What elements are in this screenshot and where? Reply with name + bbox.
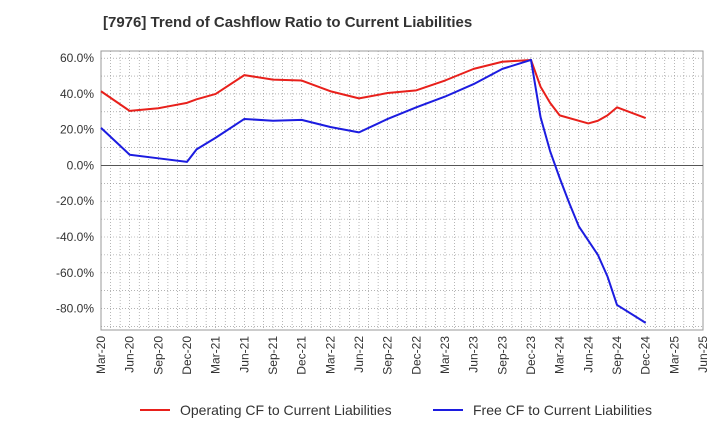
series-line-1	[100, 58, 647, 324]
x-tick-label: Dec-23	[524, 336, 538, 375]
x-tick-label: Jun-21	[237, 336, 251, 373]
x-tick-label: Sep-22	[381, 336, 395, 375]
legend-item-free-cf: Free CF to Current Liabilities	[433, 402, 652, 418]
x-tick-label: Sep-24	[610, 336, 624, 375]
y-tick-label: -60.0%	[56, 266, 94, 280]
y-tick-label: 40.0%	[60, 87, 94, 101]
x-tick-label: Mar-23	[438, 336, 452, 374]
series-line-0	[100, 58, 647, 125]
chart-title: [7976] Trend of Cashflow Ratio to Curren…	[103, 14, 473, 31]
x-tick-label: Sep-20	[151, 336, 165, 375]
legend-swatch-free-cf	[433, 409, 463, 411]
x-tick-label: Sep-21	[266, 336, 280, 375]
y-tick-label: 20.0%	[60, 123, 94, 137]
series-lines	[100, 58, 647, 324]
x-tick-label: Jun-24	[581, 336, 595, 373]
x-tick-label: Mar-24	[553, 336, 567, 374]
y-tick-label: 60.0%	[60, 51, 94, 65]
x-tick-label: Dec-22	[409, 336, 423, 375]
legend-swatch-operating-cf	[140, 409, 170, 411]
x-tick-label: Mar-25	[667, 336, 681, 374]
x-tick-label: Dec-20	[180, 336, 194, 375]
legend-label-free-cf: Free CF to Current Liabilities	[473, 402, 652, 418]
x-tick-label: Mar-21	[209, 336, 223, 374]
x-axis-ticks: Mar-20 Jun-20 Sep-20 Dec-20 Mar-21 Jun-21 Sep-…	[94, 336, 710, 375]
x-tick-label: Jun-23	[467, 336, 481, 373]
legend-item-operating-cf: Operating CF to Current Liabilities	[140, 402, 392, 418]
y-axis-ticks: 60.0% 40.0% 20.0% 0.0% -20.0% -40.0% -60.0% -80…	[56, 51, 94, 315]
x-tick-label: Dec-21	[295, 336, 309, 375]
plot-area-frame	[100, 50, 704, 331]
legend: Operating CF to Current Liabilities Free…	[0, 402, 720, 428]
y-tick-label: -80.0%	[56, 302, 94, 316]
x-tick-label: Sep-23	[495, 336, 509, 375]
line-chart: 60.0% 40.0% 20.0% 0.0% -20.0% -40.0% -60.0% -80…	[56, 50, 710, 375]
y-tick-label: 0.0%	[67, 158, 95, 172]
x-tick-label: Jun-25	[696, 336, 710, 373]
x-tick-label: Jun-20	[123, 336, 137, 373]
y-tick-label: -20.0%	[56, 194, 94, 208]
x-tick-label: Dec-24	[639, 336, 653, 375]
y-tick-label: -40.0%	[56, 230, 94, 244]
legend-label-operating-cf: Operating CF to Current Liabilities	[180, 402, 392, 418]
x-tick-label: Mar-22	[323, 336, 337, 374]
x-tick-label: Jun-22	[352, 336, 366, 373]
x-tick-label: Mar-20	[94, 336, 108, 374]
gridlines	[100, 51, 704, 330]
